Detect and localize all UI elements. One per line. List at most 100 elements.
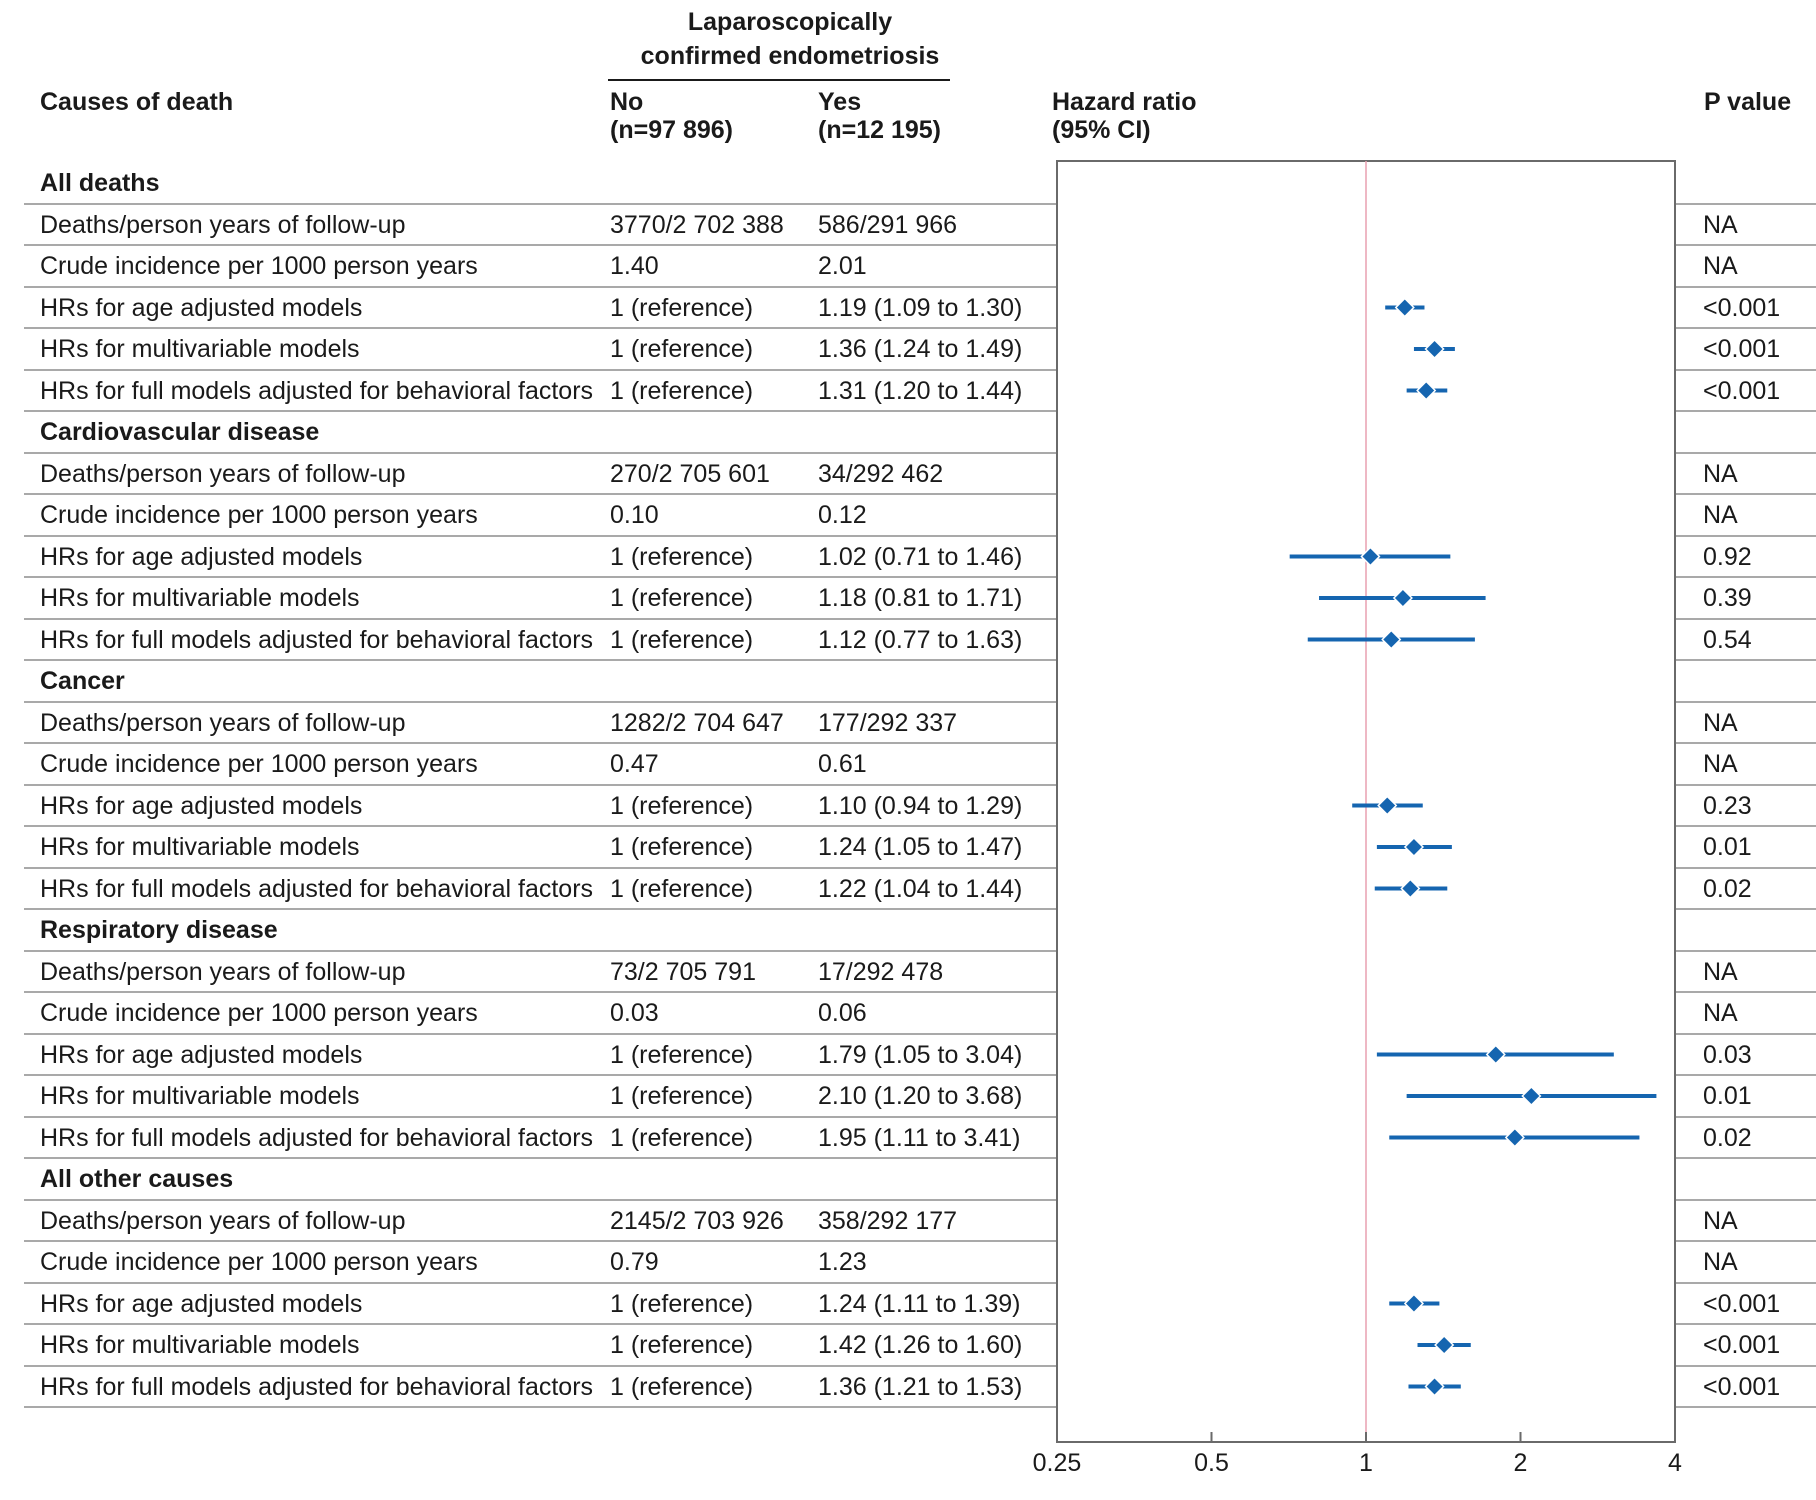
row-divider-right (1675, 950, 1816, 952)
row-divider-left (24, 908, 1057, 910)
p-value: NA (1703, 501, 1738, 529)
row-divider-right (1675, 659, 1816, 661)
row-divider-right (1675, 452, 1816, 454)
no-group-value: 0.47 (610, 750, 659, 778)
x-tick-label: 2 (1514, 1449, 1528, 1477)
row-divider-right (1675, 1323, 1816, 1325)
yes-group-value: 1.36 (1.21 to 1.53) (818, 1372, 1023, 1401)
row-label: HRs for age adjusted models (40, 542, 363, 571)
p-value: <0.001 (1703, 376, 1781, 405)
hr-point-marker (1424, 1376, 1445, 1397)
row-divider-right (1675, 1365, 1816, 1367)
p-value: NA (1703, 252, 1738, 280)
yes-group-value: 1.23 (818, 1248, 867, 1276)
no-group-value: 3770/2 702 388 (610, 210, 784, 239)
yes-group-value: 1.36 (1.24 to 1.49) (818, 335, 1023, 363)
p-value: <0.001 (1703, 1331, 1781, 1359)
hr-point-marker (1360, 546, 1381, 567)
group-underline (608, 79, 950, 81)
p-value: 0.39 (1703, 584, 1752, 612)
col-header-hr-line1: Hazard ratio (1052, 88, 1197, 116)
yes-group-value: 1.42 (1.26 to 1.60) (818, 1331, 1023, 1359)
row-label: HRs for multivariable models (40, 1331, 360, 1359)
yes-group-value: 177/292 337 (818, 708, 958, 737)
yes-group-value: 2.01 (818, 252, 867, 280)
yes-group-value: 0.12 (818, 501, 867, 529)
row-divider-left (24, 369, 1057, 371)
row-divider-left (24, 286, 1057, 288)
row-divider-left (24, 1157, 1057, 1159)
row-divider-right (1675, 867, 1816, 869)
section-heading: Cardiovascular disease (40, 418, 320, 446)
yes-group-value: 1.12 (0.77 to 1.63) (818, 625, 1023, 654)
row-divider-right (1675, 701, 1816, 703)
no-group-value: 1 (reference) (610, 335, 754, 363)
row-label: Crude incidence per 1000 person years (40, 999, 478, 1027)
row-divider-right (1675, 244, 1816, 246)
row-divider-right (1675, 286, 1816, 288)
yes-group-value: 1.22 (1.04 to 1.44) (818, 874, 1023, 903)
row-label: Deaths/person years of follow-up (40, 1206, 406, 1235)
row-divider-right (1675, 1282, 1816, 1284)
p-value: 0.03 (1703, 1040, 1752, 1069)
yes-group-value: 1.10 (0.94 to 1.29) (818, 791, 1023, 820)
col-header-no-line2: (n=97 896) (610, 116, 733, 144)
no-group-value: 1 (reference) (610, 1289, 754, 1318)
no-group-value: 1 (reference) (610, 625, 754, 654)
hr-point-marker (1381, 629, 1402, 650)
row-divider-left (24, 784, 1057, 786)
row-divider-right (1675, 618, 1816, 620)
row-divider-left (24, 493, 1057, 495)
no-group-value: 2145/2 703 926 (610, 1206, 784, 1235)
yes-group-value: 586/291 966 (818, 210, 958, 239)
p-value: NA (1703, 957, 1738, 986)
col-header-cause: Causes of death (40, 88, 234, 116)
no-group-value: 1 (reference) (610, 1372, 754, 1401)
p-value: 0.54 (1703, 625, 1752, 654)
hr-point-marker (1424, 338, 1445, 360)
row-label: HRs for full models adjusted for behavio… (40, 1372, 594, 1401)
no-group-value: 0.79 (610, 1248, 659, 1276)
no-group-value: 1 (reference) (610, 874, 754, 903)
hr-point-marker (1377, 795, 1398, 816)
yes-group-value: 1.24 (1.05 to 1.47) (818, 833, 1023, 861)
p-value: <0.001 (1703, 335, 1781, 363)
p-value: NA (1703, 459, 1738, 488)
row-label: HRs for age adjusted models (40, 1040, 363, 1069)
row-divider-left (24, 535, 1057, 537)
section-heading: Respiratory disease (40, 916, 278, 944)
row-divider-right (1675, 1074, 1816, 1076)
row-divider-left (24, 742, 1057, 744)
row-divider-left (24, 659, 1057, 661)
row-label: HRs for full models adjusted for behavio… (40, 625, 594, 654)
row-divider-left (24, 203, 1057, 205)
col-header-hr-line2: (95% CI) (1052, 116, 1151, 144)
row-divider-left (24, 950, 1057, 952)
no-group-value: 1.40 (610, 252, 659, 280)
section-heading: All deaths (40, 169, 160, 197)
col-header-yes-line1: Yes (818, 88, 862, 116)
p-value: 0.92 (1703, 542, 1752, 571)
p-value: 0.02 (1703, 874, 1752, 903)
row-divider-right (1675, 327, 1816, 329)
row-divider-left (24, 1199, 1057, 1201)
yes-group-value: 1.24 (1.11 to 1.39) (818, 1289, 1021, 1318)
yes-group-value: 34/292 462 (818, 459, 944, 488)
hr-point-marker (1403, 1293, 1425, 1314)
row-divider-left (24, 1282, 1057, 1284)
p-value: NA (1703, 210, 1738, 239)
group-title-line2: confirmed endometriosis (640, 42, 940, 70)
row-divider-right (1675, 1199, 1816, 1201)
row-divider-right (1675, 493, 1816, 495)
col-header-no-line1: No (610, 88, 644, 116)
row-label: Deaths/person years of follow-up (40, 957, 406, 986)
p-value: NA (1703, 708, 1738, 737)
row-divider-right (1675, 908, 1816, 910)
no-group-value: 0.10 (610, 501, 659, 529)
p-value: 0.02 (1703, 1123, 1752, 1152)
row-label: HRs for multivariable models (40, 833, 360, 861)
row-divider-left (24, 576, 1057, 578)
p-value: 0.23 (1703, 791, 1752, 820)
row-divider-right (1675, 991, 1816, 993)
